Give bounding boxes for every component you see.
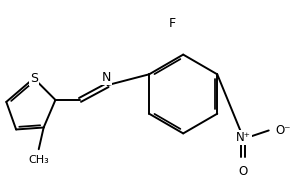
Text: S: S xyxy=(30,72,38,85)
Text: O: O xyxy=(239,165,248,178)
Text: N⁺: N⁺ xyxy=(236,131,251,144)
Text: O⁻: O⁻ xyxy=(276,124,291,137)
Text: CH₃: CH₃ xyxy=(28,155,49,165)
Text: F: F xyxy=(169,17,176,29)
Text: N: N xyxy=(102,71,111,84)
